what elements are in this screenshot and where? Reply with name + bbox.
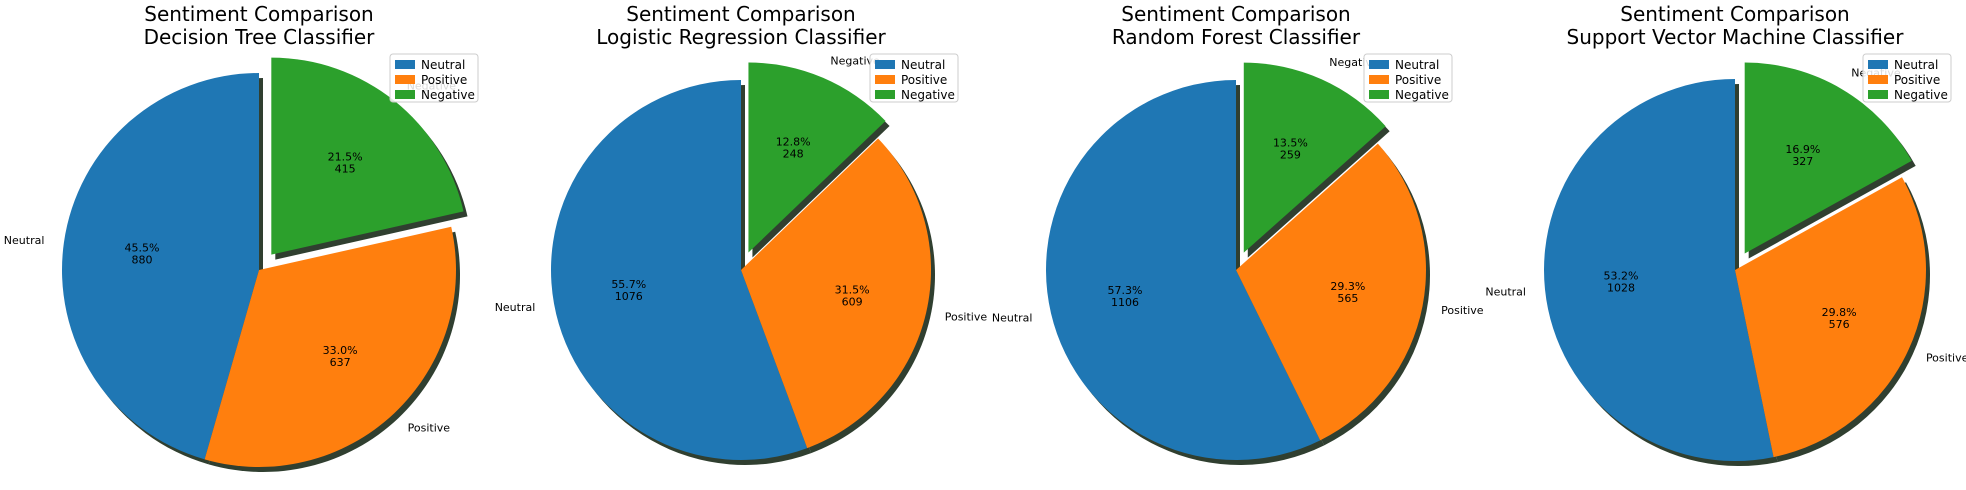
legend-swatch-positive: [1369, 75, 1389, 84]
slice-value-label-positive: 29.8% 576: [1822, 306, 1857, 331]
slice-category-label-neutral: Neutral: [992, 312, 1033, 325]
slice-negative: [1744, 62, 1912, 254]
slice-negative: [748, 62, 886, 253]
chart-title: Sentiment Comparison Support Vector Machi…: [1567, 2, 1905, 49]
slice-category-label-positive: Positive: [1441, 304, 1484, 317]
legend-label-positive: Positive: [421, 73, 467, 87]
slice-value-label-neutral: 53.2% 1028: [1604, 270, 1639, 295]
slice-positive: [1236, 143, 1426, 441]
slice-positive: [204, 226, 457, 468]
slice-category-label-neutral: Neutral: [1485, 285, 1526, 298]
slice-positive: [1735, 177, 1926, 458]
legend-label-positive: Positive: [1894, 73, 1940, 87]
legend-label-neutral: Neutral: [901, 58, 945, 72]
legend-label-neutral: Neutral: [1894, 58, 1938, 72]
slice-value-label-negative: 12.8% 248: [776, 136, 811, 161]
slice-value-label-negative: 21.5% 415: [328, 150, 363, 175]
legend-label-positive: Positive: [901, 73, 947, 87]
slice-neutral: [1045, 80, 1321, 461]
slice-category-label-positive: Positive: [1926, 352, 1966, 365]
slice-positive: [741, 138, 932, 449]
slice-value-label-neutral: 57.3% 1106: [1108, 284, 1143, 309]
legend-swatch-neutral: [1369, 60, 1389, 69]
chart-title: Sentiment Comparison Logistic Regression …: [596, 2, 886, 49]
legend-swatch-negative: [395, 90, 415, 99]
slice-value-label-positive: 33.0% 637: [323, 344, 358, 369]
pie-chart-1: 45.5%88033.0%63721.5%415NeutralPositiveN…: [4, 2, 479, 473]
slice-neutral: [61, 73, 259, 460]
slice-negative: [1243, 62, 1386, 253]
slice-neutral: [1544, 79, 1774, 461]
legend-label-neutral: Neutral: [421, 58, 465, 72]
slice-category-label-positive: Positive: [945, 311, 988, 324]
slice-category-label-positive: Positive: [408, 422, 451, 435]
legend-swatch-neutral: [875, 60, 895, 69]
legend-swatch-negative: [1369, 90, 1389, 99]
slice-value-label-neutral: 45.5% 880: [124, 242, 159, 267]
slice-category-label-negative: Negative: [830, 54, 880, 67]
chart-title: Sentiment Comparison Random Forest Classi…: [1112, 2, 1361, 49]
legend-swatch-neutral: [1868, 60, 1888, 69]
slice-negative: [271, 57, 464, 255]
slice-value-label-neutral: 55.7% 1076: [611, 278, 646, 303]
legend-label-negative: Negative: [421, 88, 475, 102]
chart-title: Sentiment Comparison Decision Tree Classi…: [144, 2, 376, 49]
slice-value-label-negative: 16.9% 327: [1785, 143, 1820, 168]
slice-category-label-neutral: Neutral: [4, 234, 45, 247]
legend-label-negative: Negative: [1395, 88, 1449, 102]
legend-swatch-positive: [875, 75, 895, 84]
slice-value-label-negative: 13.5% 259: [1273, 137, 1308, 162]
legend-label-negative: Negative: [901, 88, 955, 102]
legend-swatch-negative: [1868, 90, 1888, 99]
legend-swatch-negative: [875, 90, 895, 99]
legend-swatch-neutral: [395, 60, 415, 69]
legend-swatch-positive: [395, 75, 415, 84]
slice-neutral: [551, 80, 808, 461]
legend-label-negative: Negative: [1894, 88, 1948, 102]
legend-label-neutral: Neutral: [1395, 58, 1439, 72]
slice-category-label-neutral: Neutral: [495, 301, 536, 314]
slice-value-label-positive: 31.5% 609: [835, 283, 870, 308]
legend-label-positive: Positive: [1395, 73, 1441, 87]
slice-value-label-positive: 29.3% 565: [1330, 280, 1365, 305]
legend-swatch-positive: [1868, 75, 1888, 84]
